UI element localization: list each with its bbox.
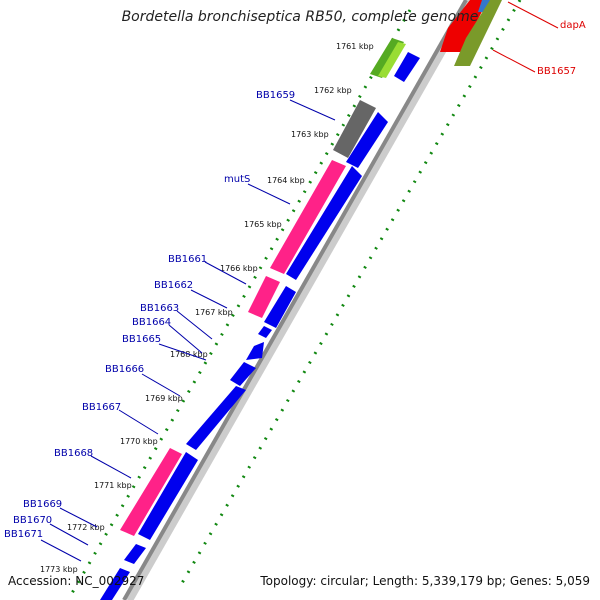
- kbp-tick-label: 1761 kbp: [336, 42, 374, 51]
- gene-label[interactable]: BB1662: [154, 280, 193, 291]
- gene-leader-line: [168, 324, 203, 354]
- gene-label[interactable]: BB1666: [105, 364, 144, 375]
- gene-leader-line: [247, 183, 291, 205]
- gene-BB1668-pink[interactable]: [120, 448, 182, 536]
- gene-label[interactable]: BB1671: [4, 529, 43, 540]
- gene-leader-line: [492, 49, 536, 73]
- gene-BB1663-blue[interactable]: [258, 326, 272, 338]
- gene-label[interactable]: BB1668: [54, 448, 93, 459]
- kbp-label-group: 1761 kbp 1762 kbp 1763 kbp 1764 kbp 1765 kbp…: [40, 42, 374, 574]
- kbp-tick-label: 1763 kbp: [291, 130, 329, 139]
- gene-label[interactable]: BB1667: [82, 402, 121, 413]
- gene-BB1667-blue[interactable]: [186, 386, 246, 450]
- accession-text: Accession: NC_002927: [8, 574, 145, 588]
- gene-blue-a[interactable]: [394, 52, 420, 82]
- kbp-tick-label: 1766 kbp: [220, 264, 258, 273]
- gene-BB1666-blue[interactable]: [230, 362, 256, 386]
- gene-label-group: BB1659 mutS BB1661 BB1662 BB1663 BB1664 BB1665…: [4, 1, 586, 562]
- kbp-tick-label: 1770 kbp: [120, 437, 158, 446]
- gene-BB1665-blue[interactable]: [246, 342, 264, 360]
- gene-dapA-bar[interactable]: [440, 0, 488, 52]
- gene-label[interactable]: BB1669: [23, 499, 62, 510]
- gene-BB1657-bar[interactable]: [454, 0, 502, 66]
- gene-mutS-blue[interactable]: [286, 166, 362, 280]
- gene-label[interactable]: BB1663: [140, 303, 179, 314]
- gene-leader-line: [49, 523, 89, 546]
- gene-leader-line: [40, 539, 82, 562]
- gene-BB1662-blue[interactable]: [264, 286, 296, 328]
- gene-green-b[interactable]: [378, 42, 406, 78]
- gene-label[interactable]: BB1657: [537, 66, 576, 77]
- kbp-tick-label: 1764 kbp: [267, 176, 305, 185]
- gene-leader-line: [190, 289, 228, 309]
- kbp-tick-label: 1773 kbp: [40, 565, 78, 574]
- gene-leader-line: [141, 373, 181, 397]
- kbp-tick-label: 1765 kbp: [244, 220, 282, 229]
- gene-BB1671-blue[interactable]: [100, 568, 130, 600]
- gene-leader-line: [59, 507, 98, 528]
- gene-BB1661-pink[interactable]: [248, 276, 280, 318]
- genome-summary-text: Topology: circular; Length: 5,339,179 bp…: [260, 574, 590, 588]
- genome-title: Bordetella bronchiseptica RB50, complete…: [121, 9, 479, 25]
- kbp-tick-label: 1762 kbp: [314, 86, 352, 95]
- gene-BB1659-grey[interactable]: [333, 100, 376, 158]
- kbp-tick-label: 1772 kbp: [67, 523, 105, 532]
- gene-label[interactable]: BB1670: [13, 515, 52, 526]
- gene-BB1668-blue[interactable]: [138, 452, 198, 540]
- gene-label[interactable]: BB1661: [168, 254, 207, 265]
- inner-tick-track: [66, 9, 412, 600]
- gene-leader-line: [507, 1, 559, 29]
- gene-BB1669-blue[interactable]: [124, 544, 146, 564]
- gene-label[interactable]: BB1665: [122, 334, 161, 345]
- gene-label[interactable]: BB1664: [132, 317, 171, 328]
- gene-label[interactable]: dapA: [560, 20, 586, 31]
- gene-mutS-pink[interactable]: [270, 160, 346, 274]
- gene-leader-line: [158, 343, 207, 361]
- gene-leader-line: [90, 455, 132, 479]
- gene-leader-line: [204, 261, 247, 285]
- backbone: [122, 0, 468, 600]
- gene-leader-line: [289, 99, 336, 121]
- kbp-tick-label: 1771 kbp: [94, 481, 132, 490]
- gene-leader-line: [176, 310, 213, 340]
- gene-label[interactable]: BB1659: [256, 90, 295, 101]
- gene-leader-line: [118, 409, 159, 435]
- gene-label[interactable]: mutS: [224, 174, 250, 185]
- kbp-tick-label: 1767 kbp: [195, 308, 233, 317]
- kbp-tick-label: 1769 kbp: [145, 394, 183, 403]
- backbone-shadow: [123, 0, 475, 600]
- gene-BB1659-blue[interactable]: [346, 112, 388, 168]
